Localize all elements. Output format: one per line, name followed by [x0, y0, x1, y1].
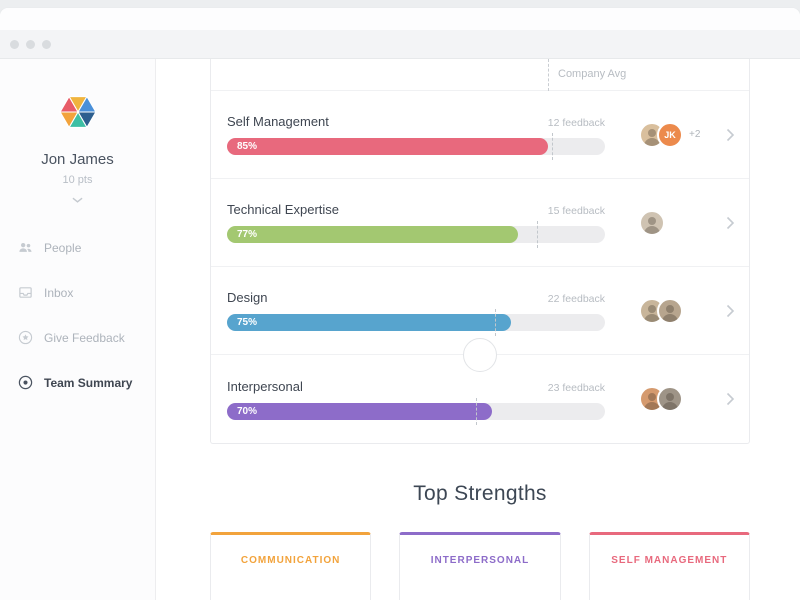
skill-bar-area: Self Management 12 feedback 85% — [227, 114, 605, 160]
avatar-group — [639, 386, 683, 412]
company-avg-label: Company Avg — [558, 68, 627, 80]
app-body: Jon James 10 pts People Inbox Give Feedb… — [0, 59, 800, 600]
avatar-group — [639, 209, 665, 236]
skill-bar-track: 75% — [227, 309, 605, 336]
sidebar-item-inbox[interactable]: Inbox — [0, 270, 155, 315]
top-strengths-section: Top Strengths COMMUNICATION INTERPERSONA… — [210, 482, 750, 600]
skill-row[interactable]: Technical Expertise 15 feedback 77% — [211, 179, 749, 267]
user-name: Jon James — [41, 151, 114, 168]
user-avatar — [657, 297, 683, 324]
team-summary-card: Company Avg Self Management 12 feedback … — [210, 59, 750, 444]
skill-percent-label: 77% — [237, 229, 258, 240]
skill-row-right: JK +2 — [605, 121, 735, 148]
window-control-icon[interactable] — [10, 39, 19, 49]
chevron-right-icon[interactable] — [726, 128, 735, 142]
skill-row-right — [605, 297, 735, 324]
skill-row[interactable]: Self Management 12 feedback 85% JK +2 — [211, 91, 749, 179]
skill-bar-fill: 85% — [227, 138, 549, 155]
main-content: Company Avg Self Management 12 feedback … — [156, 59, 800, 600]
skill-percent-label: 85% — [237, 141, 258, 152]
skill-percent-label: 75% — [237, 317, 258, 328]
strength-card[interactable]: COMMUNICATION — [210, 532, 372, 600]
user-avatar-initials: JK — [657, 121, 683, 148]
feedback-count: 22 feedback — [547, 293, 605, 305]
skill-name: Interpersonal — [227, 378, 303, 394]
user-avatar — [639, 209, 665, 236]
sidebar-nav: People Inbox Give Feedback Team Summary — [0, 225, 155, 405]
skill-name: Technical Expertise — [227, 202, 339, 217]
strength-card[interactable]: SELF MANAGEMENT — [588, 532, 750, 600]
loading-spinner — [463, 338, 497, 372]
skill-row[interactable]: Design 22 feedback 75% — [211, 267, 749, 355]
top-strengths-title: Top Strengths — [413, 482, 547, 505]
window-control-icon[interactable] — [26, 39, 35, 49]
skill-bar-fill: 75% — [227, 314, 511, 331]
skill-bar-area: Interpersonal 23 feedback 70% — [227, 378, 605, 425]
skill-row-right — [605, 386, 735, 412]
feedback-count: 15 feedback — [547, 205, 605, 217]
skill-bar-track: 70% — [227, 397, 605, 425]
company-avg-marker — [552, 133, 554, 160]
company-avg-marker — [495, 309, 497, 336]
strength-card-label: SELF MANAGEMENT — [611, 555, 728, 566]
team-summary-icon — [18, 375, 33, 390]
company-avg-header: Company Avg — [211, 59, 749, 91]
skill-bar-fill: 70% — [227, 402, 492, 420]
sidebar-item-people[interactable]: People — [0, 225, 155, 270]
sidebar-item-give-feedback[interactable]: Give Feedback — [0, 315, 155, 360]
strength-card-label: COMMUNICATION — [240, 555, 341, 566]
skill-bar-area: Technical Expertise 15 feedback 77% — [227, 202, 605, 248]
skill-bar-fill: 77% — [227, 226, 519, 243]
skill-row[interactable]: Interpersonal 23 feedback 70% — [211, 355, 749, 443]
company-avg-marker — [536, 221, 538, 248]
sidebar: Jon James 10 pts People Inbox Give Feedb… — [0, 59, 156, 600]
skill-bar-area: Design 22 feedback 75% — [227, 290, 605, 336]
chevron-down-icon[interactable] — [72, 197, 83, 203]
skill-bar-track: 77% — [227, 221, 605, 248]
people-icon — [18, 240, 33, 255]
window-control-icon[interactable] — [42, 39, 51, 49]
chevron-right-icon[interactable] — [726, 304, 735, 318]
chevron-right-icon[interactable] — [726, 392, 735, 406]
feedback-count: 23 feedback — [547, 381, 605, 394]
inbox-icon — [18, 285, 33, 300]
strength-card[interactable]: INTERPERSONAL — [399, 532, 561, 600]
user-avatar — [657, 386, 683, 412]
skill-name: Design — [227, 290, 268, 305]
browser-window: Jon James 10 pts People Inbox Give Feedb… — [0, 8, 800, 600]
feedback-count: 12 feedback — [547, 117, 605, 129]
user-points: 10 pts — [62, 174, 93, 186]
skill-name: Self Management — [227, 114, 329, 129]
strength-card-label: INTERPERSONAL — [430, 555, 530, 566]
skill-row-right — [605, 209, 735, 236]
skill-percent-label: 70% — [237, 405, 258, 417]
strength-cards-row: COMMUNICATION INTERPERSONAL SELF MANAGEM… — [210, 532, 750, 600]
sidebar-item-team-summary[interactable]: Team Summary — [0, 360, 155, 405]
avatar-group — [639, 297, 683, 324]
avatar-overflow-count: +2 — [689, 129, 701, 140]
window-toolbar — [0, 30, 800, 59]
company-avg-marker — [476, 397, 478, 425]
skill-bar-track: 85% — [227, 133, 605, 160]
give-feedback-icon — [18, 330, 33, 345]
window-title-bar — [0, 8, 800, 30]
company-avg-dash-line — [548, 59, 549, 91]
avatar-group: JK — [639, 121, 683, 148]
app-logo-icon — [57, 91, 99, 138]
chevron-right-icon[interactable] — [726, 216, 735, 230]
